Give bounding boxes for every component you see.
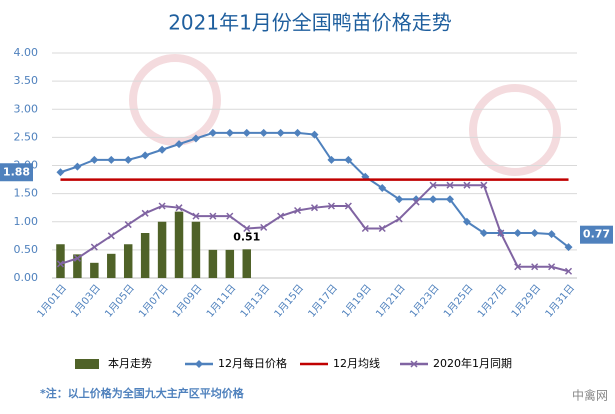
marker	[344, 155, 353, 164]
bar	[208, 249, 218, 278]
watermark: 中禽网	[572, 388, 608, 403]
chart-title: 2021年1月份全国鸭苗价格走势	[168, 11, 452, 35]
bar	[140, 233, 150, 278]
y-tick-label: 1.50	[14, 187, 39, 200]
marker	[209, 212, 217, 220]
marker	[56, 168, 65, 177]
marker	[158, 202, 166, 210]
bar	[90, 262, 99, 278]
marker	[361, 224, 369, 233]
y-tick-label: 4.00	[14, 46, 39, 59]
marker	[73, 162, 82, 171]
annotation: 0.77	[583, 228, 610, 241]
marker	[175, 140, 184, 149]
marker	[564, 243, 573, 252]
marker	[548, 263, 556, 271]
marker	[225, 128, 234, 137]
y-tick-label: 1.00	[14, 215, 39, 228]
marker	[531, 263, 539, 271]
marker	[124, 155, 133, 164]
marker	[378, 224, 386, 233]
marker	[56, 260, 64, 268]
bar	[73, 254, 82, 278]
marker	[463, 181, 471, 189]
marker	[547, 230, 556, 239]
marker	[445, 195, 454, 204]
y-tick-label: 0.00	[14, 271, 39, 284]
marker	[260, 223, 268, 231]
marker	[479, 229, 488, 237]
marker	[90, 243, 98, 251]
marker	[310, 130, 319, 139]
marker	[327, 155, 336, 164]
marker	[242, 128, 251, 137]
marker	[446, 181, 454, 189]
marker	[141, 209, 149, 217]
marker	[293, 128, 302, 137]
marker	[192, 212, 200, 220]
y-tick-label: 3.00	[14, 102, 39, 115]
marker	[378, 184, 387, 192]
bar	[225, 249, 235, 278]
marker	[310, 204, 319, 212]
marker	[412, 198, 420, 206]
y-tick-label: 3.50	[14, 74, 39, 87]
bar	[107, 253, 116, 278]
legend-marker	[195, 360, 203, 368]
marker	[429, 195, 438, 204]
bar	[174, 211, 184, 278]
bar	[157, 221, 167, 278]
marker	[462, 217, 471, 226]
marker	[395, 195, 404, 204]
marker	[175, 204, 183, 212]
marker	[158, 145, 167, 154]
legend-label: 12月均线	[333, 356, 380, 370]
bar	[191, 221, 201, 278]
marker	[107, 155, 116, 164]
marker	[530, 229, 539, 237]
marker	[73, 254, 81, 262]
bar	[56, 244, 65, 278]
legend-label: 本月走势	[108, 356, 152, 370]
legend-label: 12月每日价格	[218, 356, 287, 370]
marker	[344, 202, 352, 210]
marker	[514, 263, 522, 271]
legend-marker	[410, 360, 418, 368]
marker	[191, 134, 200, 143]
data-label: 0.51	[233, 230, 260, 243]
marker	[259, 128, 268, 137]
marker	[107, 232, 115, 240]
marker	[497, 229, 505, 237]
marker	[243, 224, 251, 233]
marker	[276, 128, 285, 137]
bar	[242, 249, 251, 278]
marker	[395, 215, 403, 223]
marker	[124, 221, 132, 229]
legend-swatch	[75, 359, 99, 369]
annotation-box	[580, 225, 613, 244]
marker	[90, 155, 99, 164]
legend-label: 2020年1月同期	[433, 356, 512, 370]
marker	[277, 212, 285, 220]
y-tick-label: 2.50	[14, 130, 39, 143]
marker	[226, 212, 234, 220]
marker	[565, 267, 573, 275]
bar	[123, 244, 133, 278]
marker	[513, 229, 522, 237]
marker	[141, 151, 150, 160]
annotation-box	[0, 163, 33, 182]
y-tick-label: 0.50	[14, 243, 39, 256]
marker	[327, 202, 335, 210]
annotation: 1.88	[3, 165, 30, 178]
watermark-logos	[129, 54, 561, 176]
marker	[429, 181, 437, 189]
marker	[294, 206, 302, 215]
marker	[480, 181, 488, 189]
marker	[208, 128, 217, 137]
footnote: *注：以上价格为全国九大主产区平均价格	[40, 386, 245, 400]
